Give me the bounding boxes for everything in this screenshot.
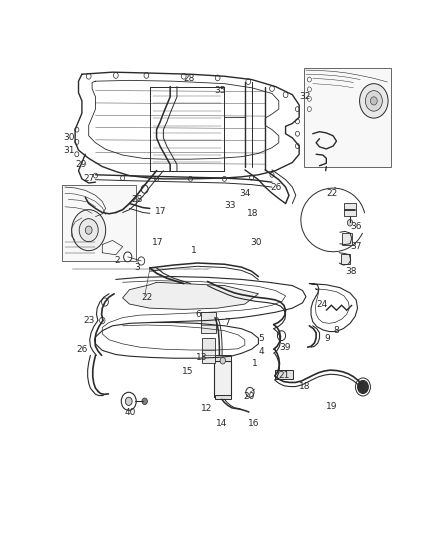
Text: 26: 26 [77, 345, 88, 354]
Text: 18: 18 [299, 382, 311, 391]
Bar [201, 312, 216, 333]
Text: 36: 36 [350, 222, 362, 231]
Text: 33: 33 [224, 201, 236, 210]
Text: 4: 4 [258, 347, 264, 356]
Text: 30: 30 [63, 133, 75, 142]
Bar [215, 395, 230, 399]
Text: 17: 17 [155, 207, 166, 216]
Circle shape [277, 330, 286, 341]
Text: 19: 19 [326, 402, 338, 411]
Text: 13: 13 [196, 353, 207, 362]
Circle shape [138, 257, 145, 265]
Bar [275, 370, 293, 379]
Bar [344, 204, 356, 216]
Text: 16: 16 [248, 418, 260, 427]
Text: 23: 23 [84, 316, 95, 325]
Circle shape [141, 185, 148, 193]
Circle shape [357, 381, 368, 393]
Text: 1: 1 [191, 246, 196, 255]
Text: 38: 38 [345, 266, 357, 276]
Bar [215, 355, 230, 361]
Text: 18: 18 [247, 209, 258, 218]
Text: 37: 37 [350, 242, 362, 251]
Circle shape [365, 91, 382, 111]
Text: 30: 30 [250, 238, 261, 247]
Text: 32: 32 [299, 92, 311, 101]
Text: 12: 12 [201, 404, 212, 413]
Text: 17: 17 [152, 238, 163, 247]
Circle shape [102, 298, 108, 306]
Text: 7: 7 [224, 318, 230, 327]
Circle shape [220, 358, 226, 364]
Text: 40: 40 [124, 408, 136, 417]
Text: 2: 2 [114, 256, 120, 265]
Text: 28: 28 [184, 74, 195, 83]
Text: 26: 26 [270, 183, 282, 191]
Text: 31: 31 [63, 146, 75, 155]
Bar [61, 185, 136, 261]
Text: 1: 1 [251, 359, 258, 368]
Text: 27: 27 [84, 174, 95, 183]
Text: 39: 39 [279, 343, 290, 352]
Text: 34: 34 [240, 189, 251, 198]
Circle shape [99, 317, 105, 324]
Text: 3: 3 [134, 263, 140, 272]
Text: 35: 35 [214, 86, 226, 95]
Circle shape [121, 207, 128, 215]
Circle shape [347, 220, 353, 226]
Text: 28: 28 [131, 195, 142, 204]
Text: 9: 9 [325, 334, 330, 343]
Text: 6: 6 [196, 310, 201, 319]
Bar [342, 233, 352, 245]
Bar [202, 338, 215, 363]
Circle shape [125, 397, 132, 406]
Circle shape [360, 84, 388, 118]
Circle shape [79, 219, 98, 241]
Circle shape [124, 252, 132, 262]
Circle shape [121, 392, 136, 410]
Circle shape [371, 97, 377, 105]
Bar [304, 68, 391, 166]
Text: 8: 8 [333, 326, 339, 335]
Circle shape [85, 226, 92, 235]
Polygon shape [123, 282, 258, 309]
Circle shape [72, 209, 106, 251]
Circle shape [246, 387, 254, 397]
Text: 22: 22 [326, 189, 338, 198]
Text: 14: 14 [216, 418, 227, 427]
Bar [341, 254, 350, 264]
Text: 15: 15 [182, 367, 194, 376]
Bar [214, 361, 231, 397]
Circle shape [142, 398, 148, 405]
Text: 22: 22 [141, 293, 152, 302]
Text: 21: 21 [279, 372, 290, 381]
Text: 24: 24 [316, 300, 327, 309]
Text: 20: 20 [243, 392, 254, 401]
Text: 29: 29 [75, 160, 86, 169]
Text: 5: 5 [258, 334, 264, 343]
